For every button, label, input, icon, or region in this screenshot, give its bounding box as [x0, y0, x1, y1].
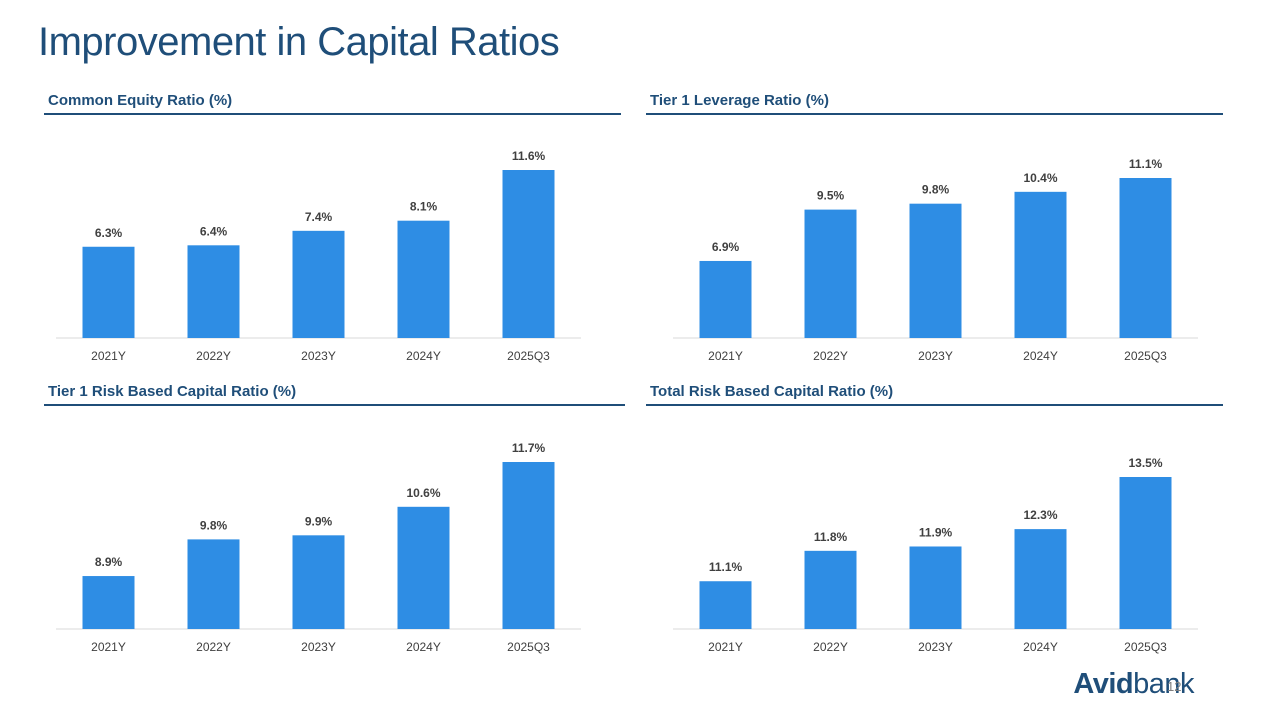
category-label: 2025Q3: [1124, 349, 1167, 363]
chart-title: Tier 1 Leverage Ratio (%): [650, 92, 829, 109]
data-label: 9.8%: [922, 183, 950, 197]
bar-2023y: [292, 230, 345, 338]
category-label: 2022Y: [196, 349, 231, 363]
avidbank-logo: Avidbank: [1073, 670, 1194, 699]
bar-2023y: [909, 203, 962, 338]
bar-2024y: [397, 220, 450, 338]
page-number: 12: [1167, 679, 1182, 694]
bar-2025q3: [502, 462, 555, 629]
bar-chart-tier1-risk-based: 8.9% 2021Y 9.8% 2022Y 9.9% 2023Y 10.6% 2024Y 11.…: [56, 441, 581, 654]
data-label: 10.6%: [406, 486, 440, 500]
category-label: 2022Y: [813, 640, 848, 654]
category-label: 2023Y: [301, 640, 336, 654]
data-label: 11.9%: [919, 525, 953, 539]
data-label: 11.7%: [512, 441, 546, 455]
bar-chart-tier1-leverage: 6.9% 2021Y 9.5% 2022Y 9.8% 2023Y 10.4% 2024Y 11.…: [673, 157, 1198, 363]
data-label: 13.5%: [1128, 456, 1162, 470]
category-label: 2025Q3: [507, 640, 550, 654]
bar-2023y: [909, 546, 962, 629]
category-label: 2024Y: [1023, 349, 1058, 363]
data-label: 8.9%: [95, 555, 123, 569]
data-label: 6.4%: [200, 224, 228, 238]
title-underline: [646, 404, 1223, 406]
category-label: 2023Y: [301, 349, 336, 363]
bar-2025q3: [1119, 178, 1172, 338]
slide-title: Improvement in Capital Ratios: [38, 20, 560, 64]
bar-2024y: [397, 506, 450, 629]
bar-2022y: [804, 209, 857, 338]
data-label: 12.3%: [1023, 508, 1057, 522]
data-label: 6.9%: [712, 240, 740, 254]
data-label: 11.1%: [709, 560, 743, 574]
bar-2021y: [82, 576, 135, 629]
bar-2025q3: [1119, 477, 1172, 629]
bar-chart-common-equity: 6.3% 2021Y 6.4% 2022Y 7.4% 2023Y 8.1% 2024Y 11.6…: [56, 149, 581, 363]
category-label: 2022Y: [813, 349, 848, 363]
bar-2021y: [82, 246, 135, 338]
chart-panel-total-risk-based: Total Risk Based Capital Ratio (%) 11.1%…: [646, 383, 1223, 663]
data-label: 11.8%: [814, 530, 848, 544]
bar-2025q3: [502, 170, 555, 338]
data-label: 7.4%: [305, 210, 333, 224]
data-label: 6.3%: [95, 226, 123, 240]
category-label: 2024Y: [406, 640, 441, 654]
bar-2022y: [187, 245, 240, 338]
data-label: 11.6%: [512, 149, 546, 163]
data-label: 8.1%: [410, 200, 438, 214]
data-label: 9.8%: [200, 518, 228, 532]
bar-chart-total-risk-based: 11.1% 2021Y 11.8% 2022Y 11.9% 2023Y 12.3% 2024Y…: [673, 456, 1198, 654]
category-label: 2025Q3: [507, 349, 550, 363]
chart-title: Tier 1 Risk Based Capital Ratio (%): [48, 383, 297, 400]
chart-panel-common-equity: Common Equity Ratio (%) 6.3% 2021Y 6.4% 202…: [44, 92, 621, 372]
category-label: 2024Y: [1023, 640, 1058, 654]
bar-2023y: [292, 535, 345, 629]
chart-panel-tier1-risk-based: Tier 1 Risk Based Capital Ratio (%) 8.9%…: [44, 383, 625, 663]
title-underline: [44, 404, 625, 406]
category-label: 2021Y: [91, 349, 126, 363]
bar-2021y: [699, 581, 752, 629]
data-label: 11.1%: [1129, 157, 1163, 171]
bar-2022y: [187, 539, 240, 629]
category-label: 2023Y: [918, 349, 953, 363]
data-label: 9.9%: [305, 514, 333, 528]
title-underline: [646, 113, 1223, 115]
category-label: 2024Y: [406, 349, 441, 363]
logo-part-bank: bank: [1133, 668, 1194, 700]
title-underline: [44, 113, 621, 115]
footer-logo: Avidbank: [1073, 670, 1194, 699]
chart-title: Total Risk Based Capital Ratio (%): [650, 383, 894, 400]
category-label: 2025Q3: [1124, 640, 1167, 654]
category-label: 2023Y: [918, 640, 953, 654]
chart-title: Common Equity Ratio (%): [48, 92, 233, 109]
bar-2024y: [1014, 529, 1067, 629]
data-label: 10.4%: [1023, 171, 1057, 185]
category-label: 2021Y: [91, 640, 126, 654]
bar-2024y: [1014, 191, 1067, 338]
category-label: 2021Y: [708, 640, 743, 654]
bar-2022y: [804, 550, 857, 629]
category-label: 2021Y: [708, 349, 743, 363]
data-label: 9.5%: [817, 189, 845, 203]
category-label: 2022Y: [196, 640, 231, 654]
chart-panel-tier1-leverage: Tier 1 Leverage Ratio (%) 6.9% 2021Y 9.5% 2…: [646, 92, 1223, 372]
logo-part-avid: Avid: [1073, 668, 1134, 700]
bar-2021y: [699, 260, 752, 338]
